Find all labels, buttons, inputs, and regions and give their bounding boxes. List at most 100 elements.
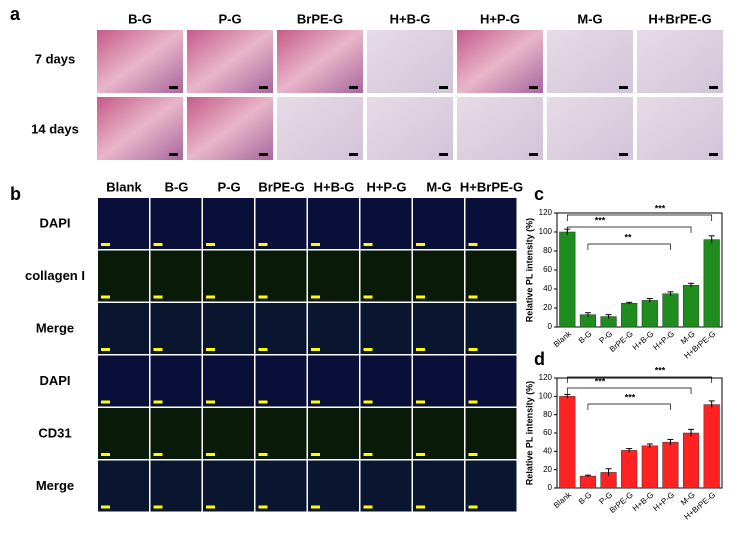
column-header: P-G (218, 11, 241, 26)
scale-bar (468, 243, 478, 246)
scale-bar (153, 243, 163, 246)
fluorescence-image (150, 408, 202, 459)
fluorescence-image (255, 355, 307, 407)
histology-image (637, 97, 723, 160)
column-header: BrPE-G (258, 179, 304, 194)
scale-bar (619, 86, 628, 89)
scale-bar (153, 348, 163, 351)
y-tick-label: 120 (539, 208, 553, 217)
scale-bar (311, 243, 320, 246)
histology-image (547, 30, 633, 93)
fluorescence-image (150, 303, 202, 354)
row-label: CD31 (38, 425, 71, 440)
fluorescence-image (465, 198, 517, 249)
fluorescence-image (98, 250, 149, 302)
row-label: 7 days (35, 51, 75, 66)
y-tick-label: 120 (539, 373, 553, 382)
scale-bar (363, 348, 373, 351)
y-tick-label: 80 (543, 246, 552, 255)
y-tick-label: 80 (543, 410, 552, 419)
scale-bar (101, 505, 110, 509)
scale-bar (619, 153, 628, 156)
scale-bar (349, 86, 358, 89)
panel-label: b (10, 184, 21, 204)
column-header: H+B-G (314, 179, 355, 194)
fluorescence-image (150, 250, 202, 302)
histology-image (457, 97, 543, 160)
bar (682, 432, 700, 489)
scale-bar (468, 400, 478, 404)
fluorescence-image (360, 198, 412, 249)
x-tick-label: B-G (577, 329, 594, 345)
y-tick-label: 20 (543, 465, 552, 474)
bar (682, 284, 700, 328)
fluorescence-image (360, 408, 412, 459)
row-label: Merge (36, 320, 74, 335)
scale-bar (311, 400, 320, 404)
x-tick-label: BrPE-G (608, 329, 635, 354)
fluorescence-image (255, 408, 307, 459)
scale-bar (101, 295, 110, 299)
scale-bar (416, 453, 425, 456)
fluorescence-image (308, 460, 359, 512)
scale-bar (529, 86, 538, 89)
x-tick-label: H+P-G (651, 329, 676, 352)
column-header: BrPE-G (297, 11, 343, 26)
column-header: H+BrPE-G (648, 11, 711, 26)
scale-bar (153, 505, 163, 509)
scale-bar (468, 453, 478, 456)
significance-bracket (566, 387, 692, 394)
fluorescence-image (360, 460, 412, 512)
scale-bar (416, 400, 425, 404)
scale-bar (439, 153, 448, 156)
x-tick-label: H+B-G (631, 490, 656, 513)
x-tick-label: Blank (552, 490, 574, 510)
fluorescence-image (150, 460, 202, 512)
fluorescence-image (98, 303, 149, 354)
fluorescence-image (413, 303, 464, 354)
bar (662, 293, 679, 328)
fluorescence-image (413, 408, 464, 459)
bar (703, 239, 720, 328)
scale-bar (363, 400, 373, 404)
scale-bar (363, 295, 373, 299)
fluorescence-image (308, 355, 359, 407)
fluorescence-image (203, 460, 254, 512)
scale-bar (439, 86, 448, 89)
scale-bar (153, 400, 163, 404)
fluorescence-image (308, 408, 359, 459)
scale-bar (416, 348, 425, 351)
significance-bracket (587, 243, 671, 250)
scale-bar (206, 453, 215, 456)
scale-bar (363, 453, 373, 456)
column-header: H+B-G (390, 11, 431, 26)
scale-bar (258, 348, 268, 351)
scale-bar (709, 86, 718, 89)
scale-bar (258, 295, 268, 299)
scale-bar (416, 505, 425, 509)
scale-bar (259, 153, 268, 156)
histology-image (367, 97, 453, 160)
column-header: M-G (426, 179, 451, 194)
scale-bar (101, 348, 110, 351)
fluorescence-image (465, 408, 517, 459)
panel-label: d (534, 349, 545, 369)
histology-image (187, 97, 273, 160)
y-tick-label: 60 (543, 428, 552, 437)
scale-bar (153, 453, 163, 456)
scale-bar (153, 295, 163, 299)
x-tick-label: B-G (577, 490, 594, 506)
fluorescence-image (308, 198, 359, 249)
column-header: B-G (165, 179, 189, 194)
scale-bar (206, 505, 215, 509)
fluorescence-image (413, 250, 464, 302)
row-label: collagen I (25, 268, 85, 283)
scale-bar (363, 505, 373, 509)
scale-bar (416, 243, 425, 246)
fluorescence-image (203, 250, 254, 302)
bar (621, 450, 638, 489)
scale-bar (349, 153, 358, 156)
fluorescence-image (255, 460, 307, 512)
significance-label: ** (624, 232, 632, 242)
scale-bar (169, 153, 178, 156)
